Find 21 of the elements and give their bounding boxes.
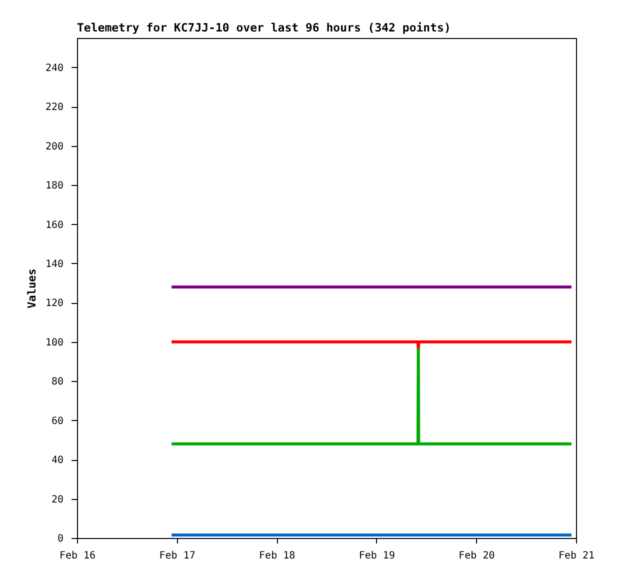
x-tick-label: Feb 21 bbox=[558, 550, 595, 562]
y-tick-label: 200 bbox=[45, 141, 64, 152]
y-tick-label: 0 bbox=[57, 534, 64, 544]
y-tick-label: 20 bbox=[51, 494, 64, 506]
y-tick-label: 160 bbox=[45, 220, 64, 231]
y-tick-label: 100 bbox=[45, 337, 64, 348]
x-tick-label: Feb 18 bbox=[259, 550, 296, 562]
y-tick-label: 220 bbox=[45, 102, 64, 114]
y-axis-title: Values bbox=[25, 268, 38, 308]
y-tick-label: 140 bbox=[45, 258, 64, 270]
chart-title: Telemetry for KC7JJ-10 over last 96 hours (342 points) bbox=[77, 20, 451, 34]
y-tick-label: 120 bbox=[45, 298, 64, 310]
y-tick-label: 40 bbox=[51, 455, 64, 466]
y-tick-label: 80 bbox=[51, 376, 64, 388]
y-tick-label: 240 bbox=[45, 62, 64, 74]
y-tick-label: 60 bbox=[51, 416, 64, 427]
x-tick-label: Feb 20 bbox=[458, 550, 495, 562]
x-tick-label: Feb 16 bbox=[59, 550, 96, 562]
x-tick-label: Feb 17 bbox=[159, 550, 196, 562]
x-tick-label: Feb 19 bbox=[358, 550, 395, 562]
y-tick-label: 180 bbox=[45, 180, 64, 192]
